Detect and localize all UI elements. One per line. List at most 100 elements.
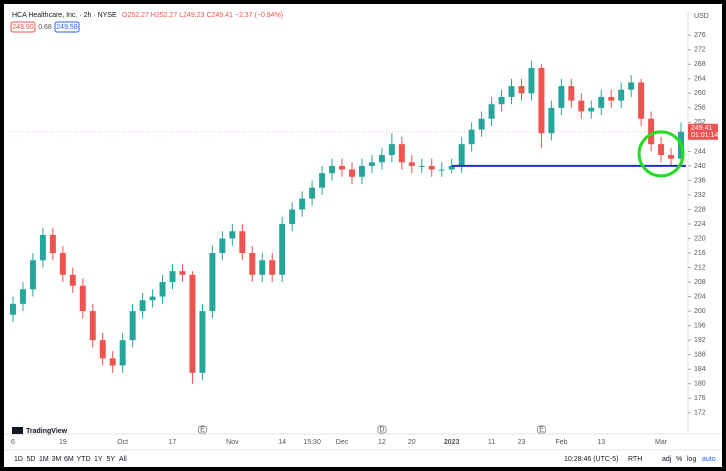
x-tick-label: 13 bbox=[597, 439, 605, 446]
candle-body bbox=[488, 104, 495, 119]
candle-body bbox=[598, 96, 605, 108]
candle-body bbox=[209, 253, 216, 312]
y-tick-label: 252 bbox=[694, 119, 706, 126]
range-button[interactable]: 3M bbox=[52, 456, 62, 463]
candle-body bbox=[468, 129, 475, 145]
toggle[interactable]: log bbox=[687, 456, 696, 463]
candle-body bbox=[408, 162, 415, 166]
candle-body bbox=[568, 86, 575, 101]
x-tick-label: 17 bbox=[169, 439, 177, 446]
y-tick-label: 260 bbox=[694, 90, 706, 97]
x-tick-label: Oct bbox=[117, 439, 128, 446]
candle-body bbox=[219, 238, 226, 254]
candle-body bbox=[388, 144, 395, 156]
range-button[interactable]: 6M bbox=[64, 456, 74, 463]
event-label: D bbox=[379, 426, 384, 433]
y-tick-label: 224 bbox=[694, 221, 706, 228]
candle-body bbox=[368, 162, 375, 166]
event-label: E bbox=[200, 426, 205, 433]
candle-body bbox=[259, 260, 266, 275]
candle-body bbox=[518, 86, 525, 94]
y-tick-label: 184 bbox=[694, 366, 706, 373]
y-tick-label: 244 bbox=[694, 148, 706, 155]
candle-body bbox=[269, 260, 276, 275]
toggle[interactable]: RTH bbox=[628, 456, 642, 463]
candle-body bbox=[319, 173, 326, 188]
candle-body bbox=[169, 271, 176, 283]
ask[interactable]: 249.58 bbox=[56, 24, 78, 31]
y-tick-label: 208 bbox=[694, 279, 706, 286]
y-tick-label: 268 bbox=[694, 61, 706, 68]
candle-body bbox=[69, 274, 76, 286]
toggle[interactable]: auto bbox=[702, 456, 716, 463]
candle-body bbox=[498, 96, 505, 105]
y-tick-label: 172 bbox=[694, 410, 706, 417]
candle-body bbox=[638, 82, 645, 119]
y-tick-label: 180 bbox=[694, 381, 706, 388]
candle-body bbox=[658, 144, 665, 156]
candle-body bbox=[89, 311, 96, 341]
x-tick-label: 15:30 bbox=[303, 439, 321, 446]
candle-body bbox=[49, 234, 56, 254]
y-tick-label: 188 bbox=[694, 352, 706, 359]
y-tick-label: 216 bbox=[694, 250, 706, 257]
candle-body bbox=[179, 271, 186, 275]
candle-body bbox=[299, 198, 306, 210]
candle-body bbox=[199, 311, 206, 373]
candle-body bbox=[428, 165, 435, 170]
range-button[interactable]: 1Y bbox=[94, 456, 103, 463]
y-tick-label: 200 bbox=[694, 308, 706, 315]
range-button[interactable]: YTD bbox=[77, 456, 91, 463]
range-button[interactable]: 1M bbox=[39, 456, 49, 463]
x-tick-label: 6 bbox=[11, 439, 15, 446]
ohlc-label: O252.27 H252.27 L249.23 C249.41 −2.37 (−… bbox=[122, 12, 283, 19]
countdown-label: 01:01:14 bbox=[691, 132, 718, 139]
y-tick-label: 176 bbox=[694, 395, 706, 402]
last-price-tag bbox=[688, 123, 718, 140]
last-price-label: 249.41 bbox=[691, 125, 713, 132]
chart-title: HCA Healthcare, Inc. · 2h · NYSE bbox=[12, 12, 117, 19]
spread: 0.68 bbox=[38, 24, 52, 31]
ask-box bbox=[54, 21, 80, 33]
range-button[interactable]: 5D bbox=[27, 456, 36, 463]
bid[interactable]: 248.90 bbox=[12, 24, 34, 31]
logo-icon bbox=[12, 427, 23, 434]
candle-body bbox=[339, 165, 346, 170]
candle-body bbox=[448, 165, 455, 170]
candle-body bbox=[149, 296, 156, 301]
x-tick-label: Feb bbox=[555, 439, 567, 446]
candle-body bbox=[9, 303, 16, 315]
candle-body bbox=[348, 169, 355, 177]
clock: 10:28:46 (UTC-5) bbox=[564, 456, 618, 463]
y-tick-label: 236 bbox=[694, 177, 706, 184]
candle-body bbox=[538, 67, 545, 134]
x-tick-label: Dec bbox=[336, 439, 349, 446]
range-button[interactable]: All bbox=[119, 456, 127, 463]
candle-body bbox=[289, 209, 296, 224]
candle-body bbox=[39, 234, 46, 261]
toggle[interactable]: % bbox=[676, 456, 682, 463]
y-tick-label: 204 bbox=[694, 293, 706, 300]
x-tick-label: 20 bbox=[408, 439, 416, 446]
chart: 1721761801841881921962002042082122162202… bbox=[4, 12, 722, 463]
range-button[interactable]: 5Y bbox=[107, 456, 116, 463]
event-marker[interactable] bbox=[377, 425, 387, 434]
y-tick-label: 232 bbox=[694, 192, 706, 199]
bid-box bbox=[10, 21, 36, 33]
y-tick-label: 196 bbox=[694, 322, 706, 329]
candle-body bbox=[99, 340, 106, 359]
x-tick-label: 2023 bbox=[444, 439, 460, 446]
candle-body bbox=[648, 118, 655, 145]
event-marker[interactable] bbox=[536, 425, 546, 434]
x-tick-label: 12 bbox=[378, 439, 386, 446]
toggle[interactable]: adj bbox=[662, 456, 672, 463]
candle-body bbox=[478, 118, 485, 130]
candle-body bbox=[508, 86, 515, 97]
highlight-circle bbox=[637, 130, 685, 178]
candle-body bbox=[358, 165, 365, 177]
candle-body bbox=[249, 253, 256, 275]
range-button[interactable]: 1D bbox=[14, 456, 23, 463]
event-marker[interactable] bbox=[197, 425, 207, 434]
candle-body bbox=[438, 169, 445, 171]
